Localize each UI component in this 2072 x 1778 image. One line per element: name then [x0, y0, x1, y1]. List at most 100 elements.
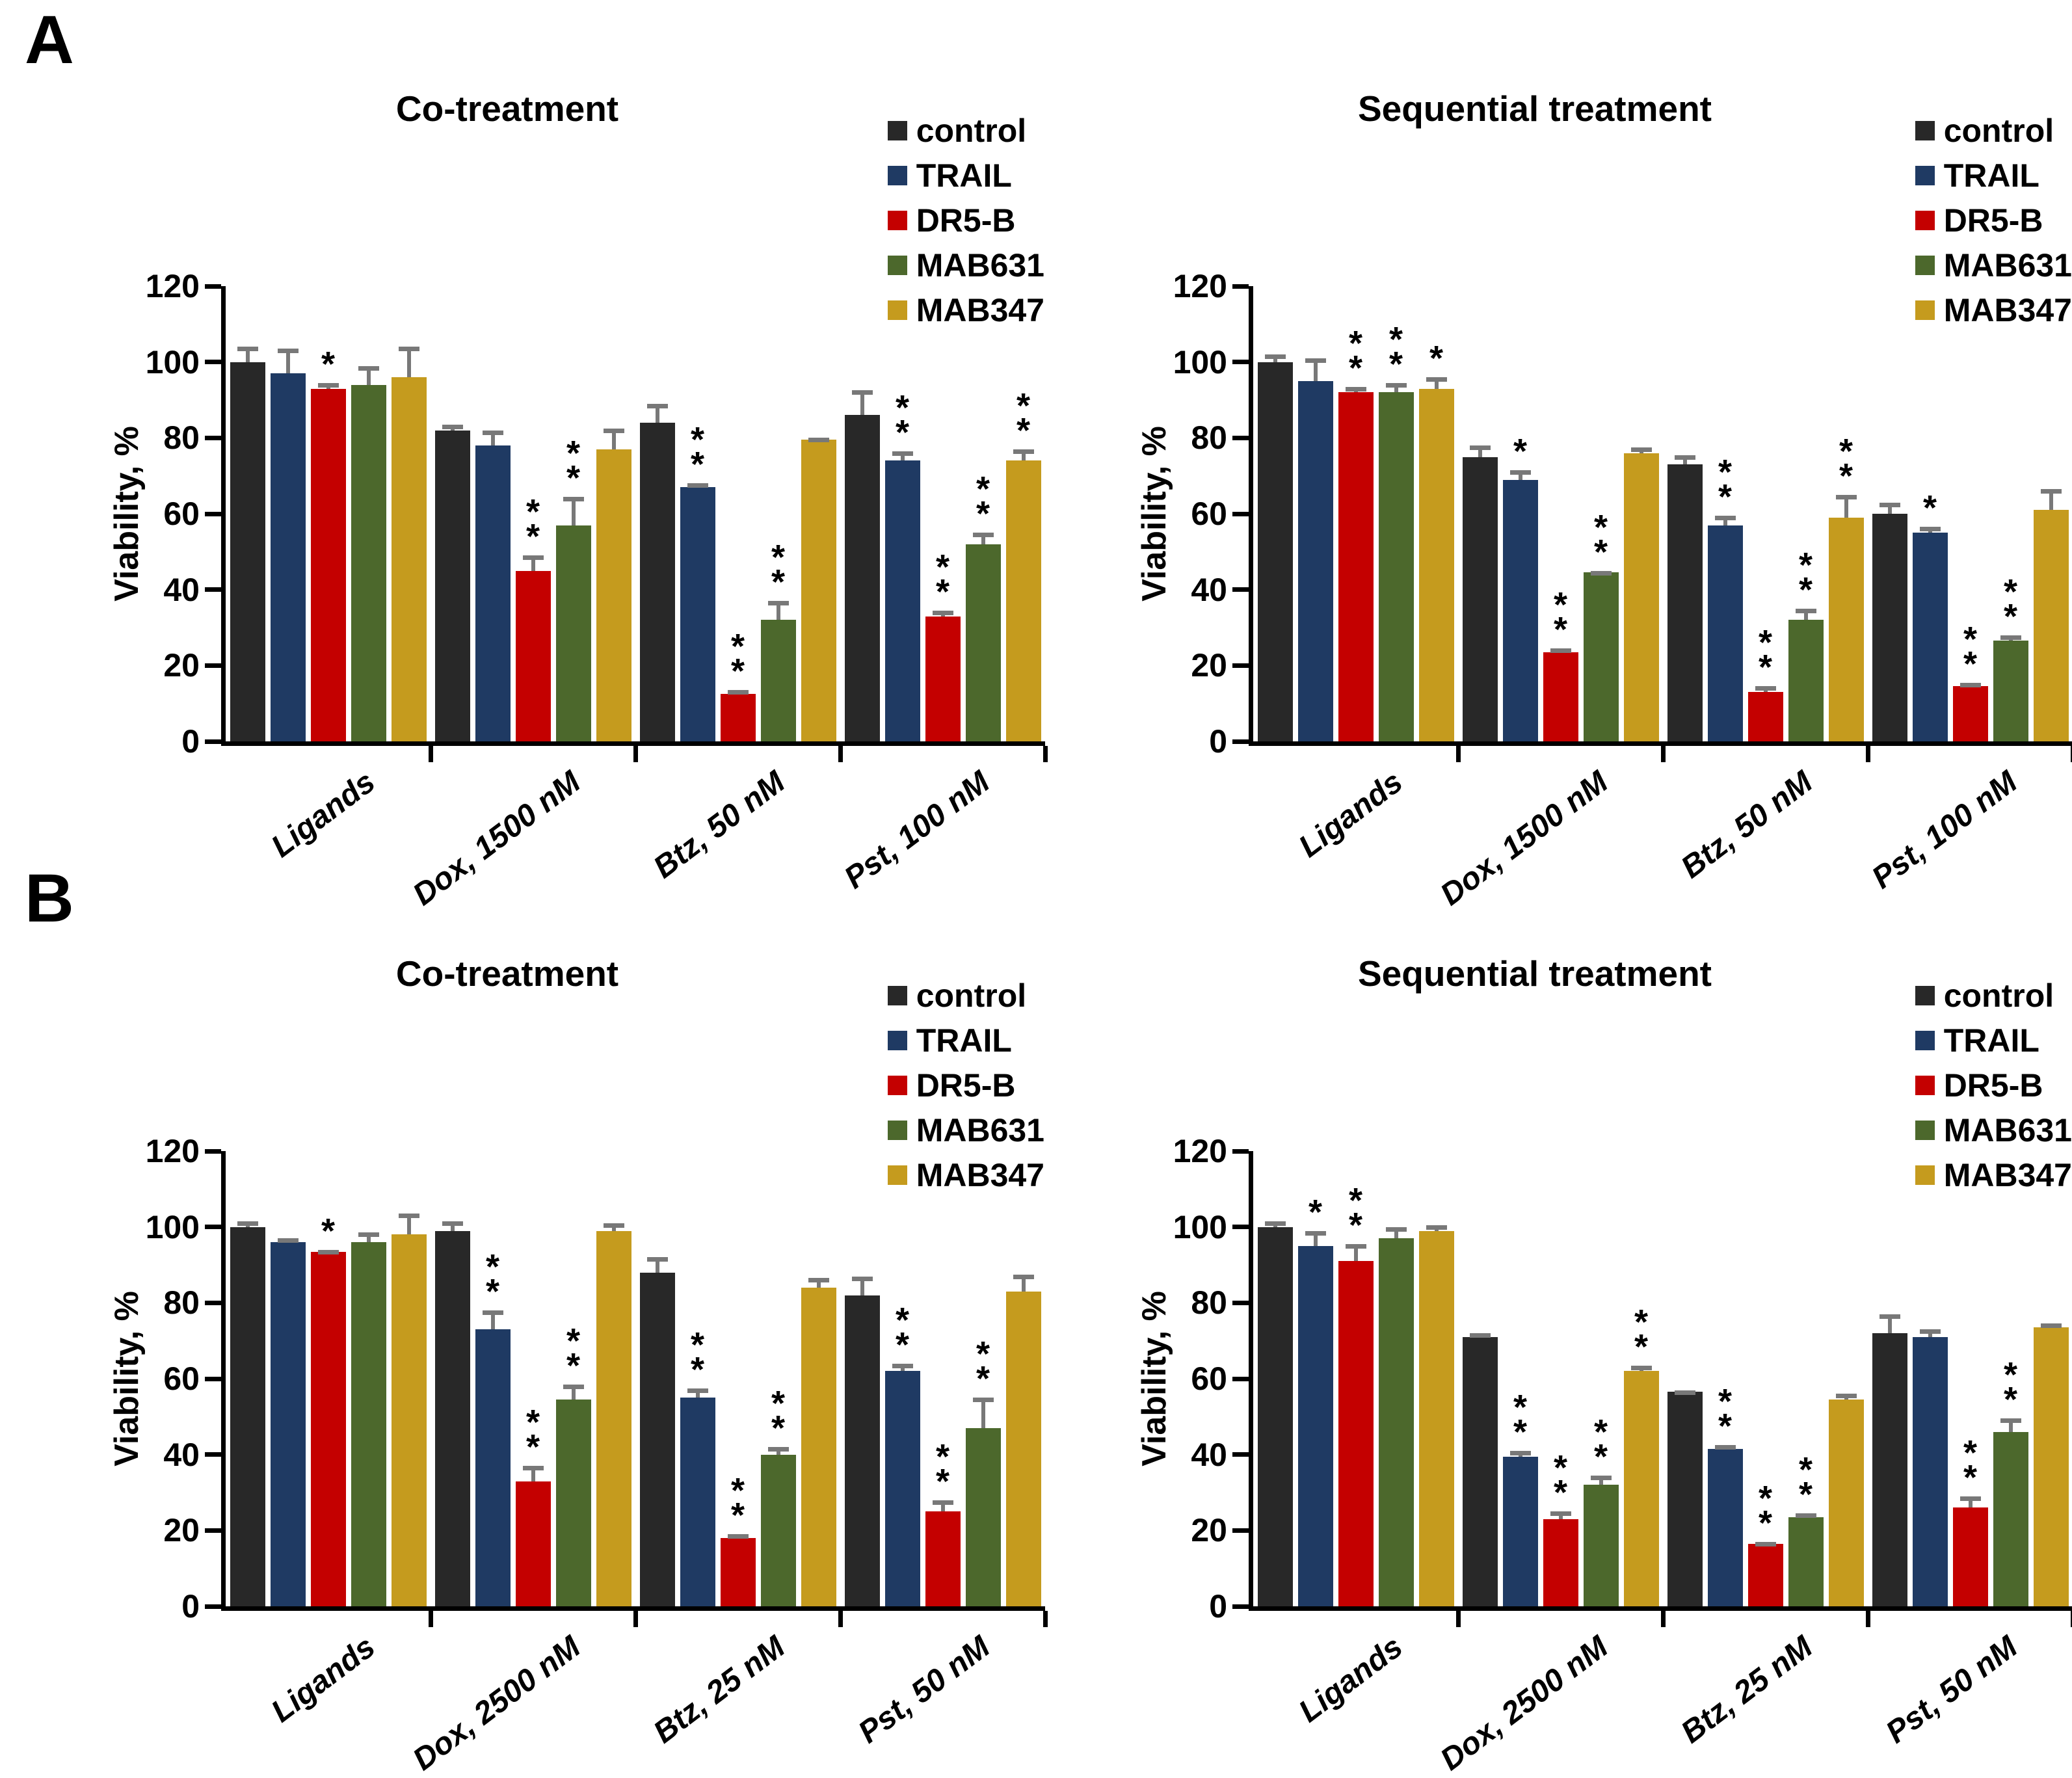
error-bar-cap [973, 1398, 994, 1402]
x-tick-mark [1661, 1611, 1666, 1627]
bar-control [1872, 1333, 1907, 1606]
error-bar-cap [1470, 445, 1491, 450]
legend-item: MAB631 [1915, 248, 2072, 282]
bar-slot-MAB347 [2034, 1151, 2069, 1606]
error-bar-cap [1305, 1231, 1326, 1236]
error-bar-cap [1013, 1275, 1034, 1279]
significance-label: * * [1759, 1486, 1772, 1535]
significance-label: * [321, 1219, 335, 1243]
error-bar-cap [1796, 1513, 1816, 1518]
significance-label: * * [1799, 553, 1813, 602]
y-tick-mark [1232, 1225, 1249, 1229]
x-tick-label: Pst, 50 nM [1879, 1629, 2025, 1751]
error-bar-cap [1305, 358, 1326, 363]
bar-group: * ** ** * [1663, 1151, 1868, 1606]
bar-MAB631 [351, 1242, 386, 1606]
significance-label: * * [1963, 1440, 1977, 1490]
bar-MAB631 [351, 385, 386, 741]
bar-DR5-B [1543, 652, 1578, 741]
y-tick-label: 40 [1143, 573, 1227, 607]
legend-item: TRAIL [1915, 1024, 2072, 1057]
error-bar-cap [1346, 1244, 1366, 1249]
bar-slot-control [845, 1151, 880, 1606]
bar-slot-MAB347 [1419, 1151, 1454, 1606]
significance-label: * * [771, 1391, 785, 1440]
significance-label: * * [936, 555, 950, 604]
y-tick-mark [205, 1301, 221, 1305]
error-bar-cap [318, 1250, 339, 1254]
bar-control [1463, 1337, 1498, 1606]
bar-control [640, 423, 675, 741]
significance-label: * * [2004, 1362, 2017, 1412]
bar-MAB631 [1379, 392, 1414, 741]
y-tick-mark [205, 739, 221, 744]
significance-label: * * [566, 441, 580, 490]
bar-slot-MAB347 [1006, 1151, 1041, 1606]
y-tick-mark [1232, 663, 1249, 668]
y-tick-label: 60 [115, 1362, 200, 1396]
significance-label: * * [1839, 439, 1853, 488]
bar-slot-DR5-B: * * [1748, 1151, 1783, 1606]
bar-MAB631 [1993, 641, 2028, 741]
significance-label: * * [1963, 627, 1977, 676]
legend-swatch-DR5-B [1915, 211, 1935, 230]
bar-slot-control [845, 286, 880, 741]
error-bar-cap [647, 1257, 668, 1262]
bar-slot-DR5-B: * * [1543, 1151, 1578, 1606]
y-tick-mark [205, 587, 221, 592]
bar-slot-control [435, 286, 470, 741]
bar-MAB631 [1584, 1485, 1619, 1606]
significance-label: * * [1799, 1457, 1813, 1507]
error-bar-cap [892, 1364, 913, 1368]
significance-label: * * [1016, 393, 1030, 443]
x-tick-mark [633, 746, 638, 762]
error-bar-cap [2000, 635, 2021, 640]
bar-slot-DR5-B: * * [1953, 1151, 1988, 1606]
y-tick-label: 100 [115, 1210, 200, 1244]
bar-slot-MAB347 [2034, 286, 2069, 741]
bar-group: * ** ** * [635, 286, 840, 741]
y-tick-mark [1232, 512, 1249, 516]
bar-MAB347 [1624, 453, 1659, 741]
bar-MAB631 [966, 544, 1001, 741]
x-tick-label: Pst, 100 nM [1866, 764, 2025, 896]
legend-swatch-MAB631 [888, 1121, 907, 1140]
bar-TRAIL [1913, 1337, 1948, 1606]
x-tick-label: Ligands [265, 1629, 382, 1730]
bar-DR5-B [1748, 1544, 1783, 1606]
significance-label: * * [1759, 630, 1772, 680]
significance-label: * * [936, 1444, 950, 1494]
x-tick-mark [1661, 746, 1666, 762]
bar-group: * ** ** ** * [840, 286, 1045, 741]
bar-slot-MAB631: * * [556, 286, 591, 741]
significance-label: * [1308, 1200, 1322, 1225]
legend-label: MAB631 [916, 248, 1044, 282]
bar-control [640, 1273, 675, 1606]
y-tick-label: 100 [1143, 345, 1227, 379]
bar-MAB347 [392, 1234, 427, 1606]
x-tick-label: Pst, 50 nM [852, 1629, 997, 1751]
y-tick-mark [1232, 436, 1249, 440]
y-tick-label: 20 [115, 1513, 200, 1547]
significance-label: * [321, 352, 335, 377]
y-tick-label: 80 [115, 421, 200, 455]
legend-label: MAB631 [1944, 248, 2072, 282]
bar-control [1258, 1227, 1293, 1606]
panel-b-label: B [25, 866, 74, 931]
legend-item: control [1915, 114, 2072, 148]
bar-MAB631 [1993, 1432, 2028, 1606]
bar-slot-MAB631: * * [1584, 286, 1619, 741]
error-bar-cap [687, 1388, 708, 1393]
legend-label: control [1944, 114, 2054, 148]
legend-label: MAB631 [1944, 1113, 2072, 1147]
error-bar-cap [768, 1447, 789, 1452]
error-bar-cap [892, 451, 913, 456]
error-bar-cap [1346, 387, 1366, 391]
error-bar-cap [1426, 377, 1447, 382]
bar-TRAIL [680, 487, 715, 741]
bar-slot-control [640, 1151, 675, 1606]
